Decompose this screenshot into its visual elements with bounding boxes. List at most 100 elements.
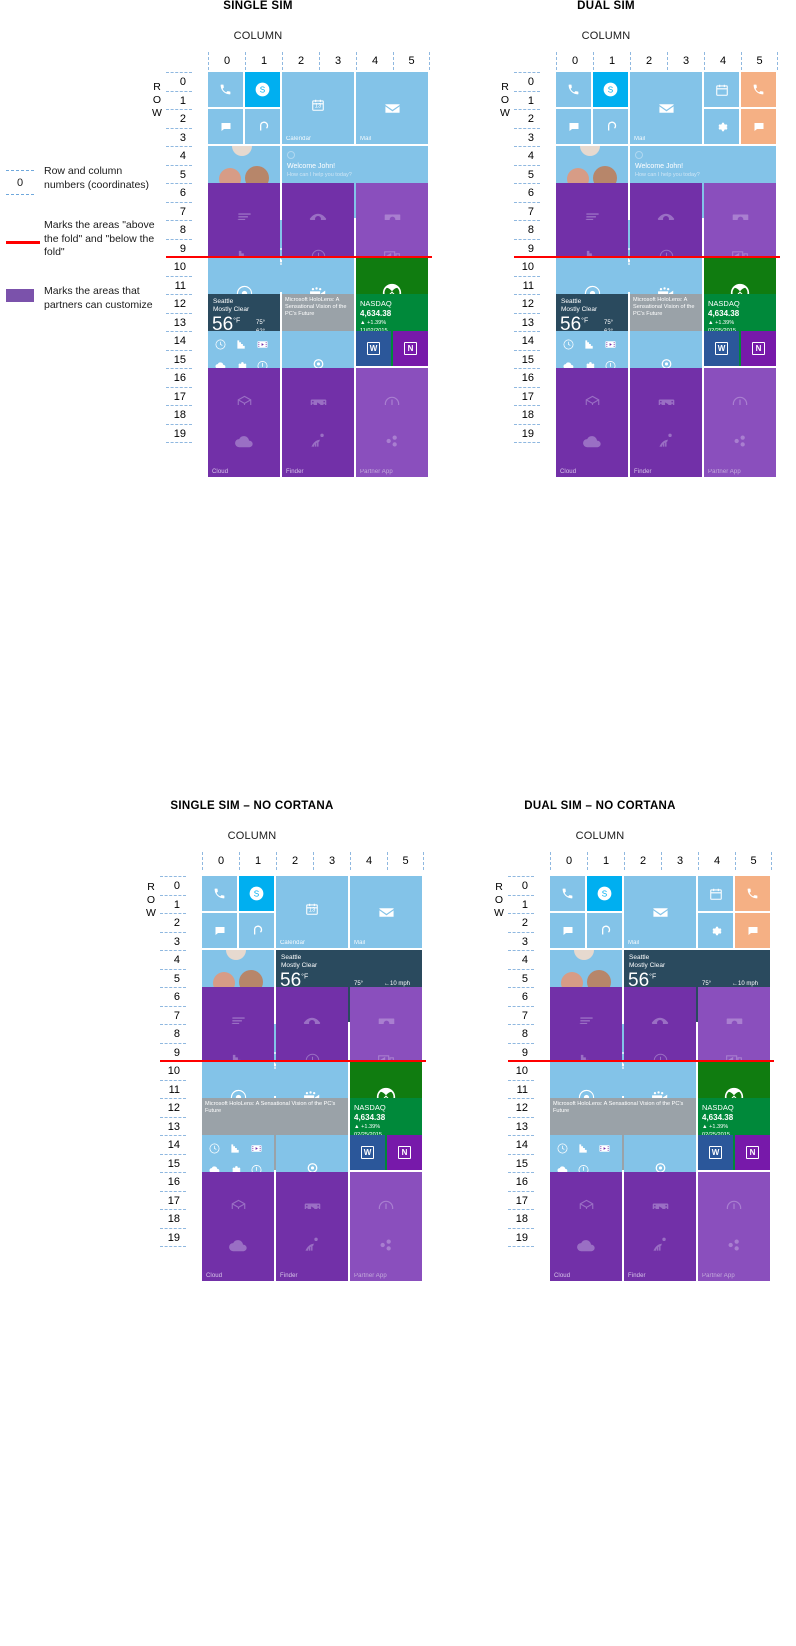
panel-title: SINGLE SIM – NO CORTANA [170,800,334,812]
row-tick [166,368,192,369]
utilities-icons [208,331,280,403]
row-tick [166,109,192,110]
tile-phone[interactable] [556,72,591,107]
tile-partner-app[interactable]: Partner App [350,1209,422,1281]
weather-city: Seattle Mostly Clear [629,954,666,969]
row-number-5: 5 [179,168,186,181]
tile-onenote[interactable]: N [393,331,428,366]
tile-onenote[interactable]: N [735,1135,770,1170]
tile-partner-app[interactable]: Partner App [704,405,776,477]
tile-mail[interactable]: Mail [356,72,428,144]
row-number-6: 6 [521,991,528,1003]
cortana-subtext: How can I help you today? [287,172,352,178]
tile-onenote[interactable]: N [387,1135,422,1170]
tile-skype[interactable]: S [587,876,622,911]
tile-settings[interactable] [698,913,733,948]
utility-icon [251,1143,262,1154]
tile-phone[interactable] [550,876,585,911]
tile-caption: Calendar [280,940,306,946]
tile-caption: Finder [628,1273,646,1279]
tile-partner-app-icon [704,405,776,477]
row-number-0: 0 [179,76,186,88]
tile-messaging-icon [202,913,237,948]
tile-cloud[interactable]: Cloud [556,405,628,477]
tile-mail[interactable]: Mail [630,72,702,144]
tile-calendar[interactable]: 13 Calendar [282,72,354,144]
tile-messaging-sim2-icon [741,109,776,144]
row-tick [160,1190,186,1192]
row-tick [166,90,192,92]
tile-phone-sim2[interactable] [741,72,776,107]
news-headline: Microsoft HoloLens: A Sensational Vision… [553,1101,684,1114]
row-tick [508,968,534,970]
weather-temp: 56°F [212,314,241,335]
row-number-18: 18 [521,409,534,421]
row-tick [166,72,192,73]
tile-phone[interactable] [202,876,237,911]
fold-line [166,256,432,258]
tile-calendar[interactable]: 13 Calendar [276,876,348,948]
row-number-16: 16 [515,1176,528,1188]
tile-finder[interactable]: Finder [276,1209,348,1281]
utility-icon [605,339,616,350]
row-tick [508,1153,534,1155]
row-number-10: 10 [515,1065,528,1077]
tile-edge[interactable] [587,913,622,948]
row-number-8: 8 [527,224,534,236]
tile-calendar[interactable] [698,876,733,911]
utility-icon [557,1164,568,1175]
row-number-19: 19 [173,427,186,440]
tile-skype[interactable]: S [593,72,628,107]
tile-messaging[interactable] [208,109,243,144]
tile-skype[interactable]: S [245,72,280,107]
tile-messaging[interactable] [550,913,585,948]
tile-cloud[interactable]: Cloud [202,1209,274,1281]
tile-phone[interactable] [208,72,243,107]
row-number-14: 14 [521,335,534,347]
tile-finder[interactable]: Finder [282,405,354,477]
weather-high: 75° [702,981,712,987]
tile-finder[interactable]: Finder [630,405,702,477]
row-number-3: 3 [179,131,186,144]
tile-skype[interactable]: S [239,876,274,911]
tile-edge[interactable] [239,913,274,948]
row-number-18: 18 [173,409,186,421]
tile-settings-icon [698,913,733,948]
tile-settings-icon [704,109,739,144]
tile-word[interactable]: W [704,331,739,366]
onenote-icon: N [387,1135,422,1170]
tile-messaging-sim2[interactable] [741,109,776,144]
tile-edge[interactable] [593,109,628,144]
tile-settings[interactable] [704,109,739,144]
tile-partner-app[interactable]: Partner App [356,405,428,477]
tile-messaging[interactable] [202,913,237,948]
row-tick [166,331,192,332]
utility-icon [230,1143,241,1154]
onenote-icon: N [741,331,776,366]
tile-onenote[interactable]: N [741,331,776,366]
row-tick [514,90,540,92]
row-tick [166,442,192,443]
row-tick [508,1042,534,1044]
tile-word[interactable]: W [356,331,391,366]
row-number-14: 14 [167,1139,180,1151]
tile-word[interactable]: W [350,1135,385,1170]
tile-messaging-sim2[interactable] [735,913,770,948]
tile-phone-sim2[interactable] [735,876,770,911]
row-tick [508,1246,534,1247]
tile-messaging[interactable] [556,109,591,144]
tile-edge-icon [587,913,622,948]
tile-cloud[interactable]: Cloud [550,1209,622,1281]
row-axis-letter: W [500,107,510,119]
tile-word[interactable]: W [698,1135,733,1170]
tile-cloud[interactable]: Cloud [208,405,280,477]
tile-partner-app[interactable]: Partner App [698,1209,770,1281]
tile-calendar[interactable] [704,72,739,107]
tile-finder[interactable]: Finder [624,1209,696,1281]
tile-mail[interactable]: Mail [624,876,696,948]
row-tick [508,931,534,933]
weather-city: Seattle Mostly Clear [281,954,318,969]
column-number-2: 2 [630,52,667,70]
tile-edge[interactable] [245,109,280,144]
tile-mail[interactable]: Mail [350,876,422,948]
